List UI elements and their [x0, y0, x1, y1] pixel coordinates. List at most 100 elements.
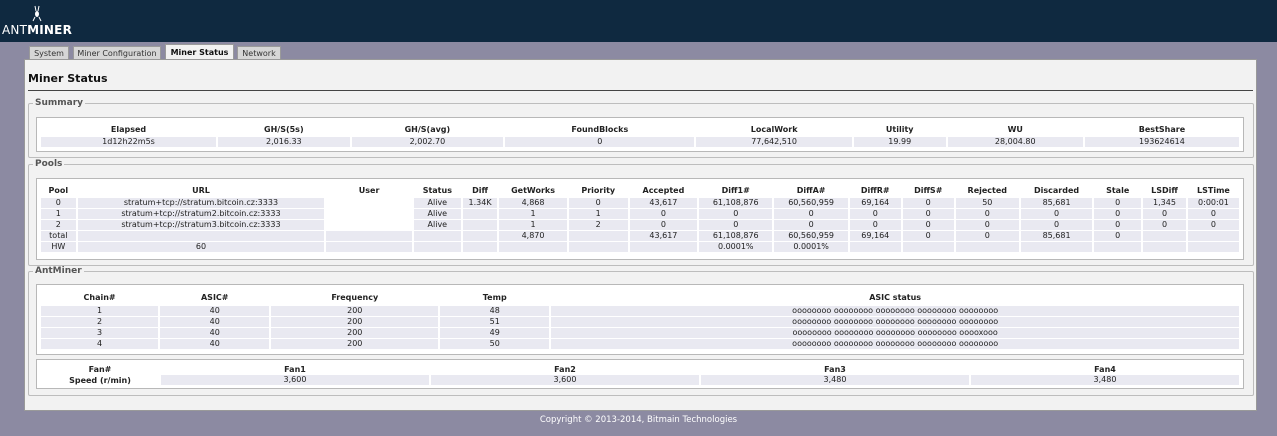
summary-value-cell: 2,016.33	[218, 137, 350, 147]
asic-status-cell: oooooooo oooooooo oooooooo oooooooo oooo…	[551, 317, 1239, 327]
pool-cell: 0	[849, 220, 901, 230]
chain-cell: 3	[41, 328, 159, 338]
pool-cell	[902, 242, 954, 252]
summary-value-cell: 0	[505, 137, 695, 147]
pool-row: total 4,870 43,617 61,108,876 60,560,959 69,1…	[41, 231, 1239, 241]
pool-cell	[326, 242, 412, 252]
summary-header-cell: Utility	[885, 124, 914, 134]
pool-cell: 85,681	[1020, 231, 1093, 241]
pools-legend: Pools	[35, 159, 63, 169]
pool-cell: 0	[629, 209, 698, 219]
asic-status-cell: oooooooo oooooooo oooooooo oooooooo oooo…	[551, 328, 1239, 338]
pool-cell	[77, 231, 325, 241]
pool-cell	[499, 242, 567, 252]
tab-network[interactable]: Network	[237, 46, 281, 60]
pool-cell: 1,345	[1143, 198, 1186, 208]
fan-speed-cell: 3,480	[971, 375, 1239, 385]
fans-table: Fan# Fan1 Fan2 Fan3 Fan4 Speed (r/min) 3,600 3…	[39, 363, 1241, 386]
fan-speed-cell: 3,480	[701, 375, 969, 385]
pool-cell: 2	[568, 220, 628, 230]
pool-cell	[1143, 231, 1186, 241]
pool-cell	[1094, 242, 1142, 252]
pool-cell: 0	[1094, 198, 1142, 208]
pools-header-cell: LSDiff	[1151, 185, 1178, 195]
pool-cell: 1	[499, 220, 567, 230]
pool-cell	[1187, 242, 1239, 252]
pool-cell: 1	[568, 209, 628, 219]
pool-cell	[629, 242, 698, 252]
pool-cell: 0	[902, 198, 954, 208]
summary-header-cell: GH/S(5s)	[264, 124, 304, 134]
pools-header-cell: Discarded	[1034, 185, 1080, 195]
pool-cell: 1	[499, 209, 567, 219]
pools-header-cell: Pool	[48, 185, 69, 195]
pools-table: Pool URL User Status Diff GetWorks Priority Acc…	[39, 182, 1241, 253]
pool-cell: stratum+tcp://stratum3.bitcoin.cz:3333	[77, 220, 325, 230]
pool-cell: 0	[699, 209, 773, 219]
chains-panel: Chain# ASIC# Frequency Temp ASIC status 1 40 2…	[36, 284, 1244, 355]
pool-cell: 0	[1143, 220, 1186, 230]
asic-status-cell: oooooooo oooooooo oooooooo oooooooo oooo…	[551, 339, 1239, 349]
chain-cell: 51	[440, 317, 550, 327]
asic-status-cell: oooooooo oooooooo oooooooo oooooooo oooo…	[551, 306, 1239, 316]
pool-cell: 0	[955, 209, 1019, 219]
chain-cell: 200	[271, 328, 439, 338]
pool-cell: 0	[1094, 220, 1142, 230]
summary-header-cell: WU	[1007, 124, 1023, 134]
tab-miner-configuration[interactable]: Miner Configuration	[73, 46, 161, 60]
summary-value-cell: 28,004.80	[947, 137, 1083, 147]
pool-row: 1 stratum+tcp://stratum2.bitcoin.cz:3333 A…	[41, 209, 1239, 219]
top-header: ANTMINER	[0, 0, 1277, 42]
summary-value-cell: 193624614	[1084, 137, 1239, 147]
tab-system[interactable]: System	[29, 46, 69, 60]
copyright-text: Copyright © 2013-2014, Bitmain Technolog…	[539, 415, 738, 425]
tab-miner-status[interactable]: Miner Status	[165, 44, 234, 61]
chains-table: Chain# ASIC# Frequency Temp ASIC status 1 40 2…	[39, 288, 1241, 350]
pool-cell: 50	[955, 198, 1019, 208]
antminer-logo: ANTMINER	[2, 5, 72, 39]
chains-header-cell: Chain#	[83, 292, 116, 302]
chain-cell: 2	[41, 317, 159, 327]
summary-header-cell: Elapsed	[110, 124, 147, 134]
pool-cell: 0	[955, 231, 1019, 241]
pool-cell: 4,870	[499, 231, 567, 241]
chain-cell: 49	[440, 328, 550, 338]
title-divider	[28, 90, 1253, 91]
chain-cell: 50	[440, 339, 550, 349]
chain-cell: 200	[271, 317, 439, 327]
pool-cell: 1.34K	[462, 198, 498, 208]
pool-cell: 0	[902, 209, 954, 219]
ant-logo-icon	[32, 5, 42, 22]
pool-cell: 1	[41, 209, 76, 219]
pool-cell: 60,560,959	[774, 198, 848, 208]
pool-cell: 0	[1143, 209, 1186, 219]
pool-cell: 69,164	[849, 198, 901, 208]
pools-header-cell: Accepted	[642, 185, 685, 195]
pool-cell: 0.0001%	[699, 242, 773, 252]
pool-cell	[1143, 242, 1186, 252]
pool-cell: 0:00:01	[1187, 198, 1239, 208]
pool-cell	[955, 242, 1019, 252]
chain-row: 1 40 200 48 oooooooo oooooooo oooooooo ooooo…	[41, 306, 1239, 316]
fan-speed-label: Speed (r/min)	[69, 375, 131, 385]
chain-cell: 200	[271, 339, 439, 349]
summary-legend: Summary	[35, 98, 84, 108]
pool-cell	[462, 242, 498, 252]
pool-cell: total	[41, 231, 76, 241]
pool-cell: 61,108,876	[699, 198, 773, 208]
pool-cell: 0	[774, 220, 848, 230]
pool-row: 0 stratum+tcp://stratum.bitcoin.cz:3333 Al…	[41, 198, 1239, 208]
pools-section: Pools	[28, 159, 1254, 266]
summary-header-cell: LocalWork	[750, 124, 798, 134]
pools-header-cell: User	[358, 185, 380, 195]
pool-cell: 0.0001%	[774, 242, 848, 252]
chain-cell: 40	[160, 306, 270, 316]
brand-wordmark: ANTMINER	[2, 23, 73, 37]
fans-panel: Fan# Fan1 Fan2 Fan3 Fan4 Speed (r/min) 3,600 3…	[36, 359, 1244, 389]
summary-table: Elapsed GH/S(5s) GH/S(avg) FoundBlocks Local…	[39, 121, 1241, 148]
summary-value-cell: 77,642,510	[696, 137, 852, 147]
fans-header-cell: Fan#	[88, 364, 112, 374]
pool-cell: 0	[1020, 209, 1093, 219]
fan-speed-cell: 3,600	[161, 375, 429, 385]
pool-cell	[568, 231, 628, 241]
